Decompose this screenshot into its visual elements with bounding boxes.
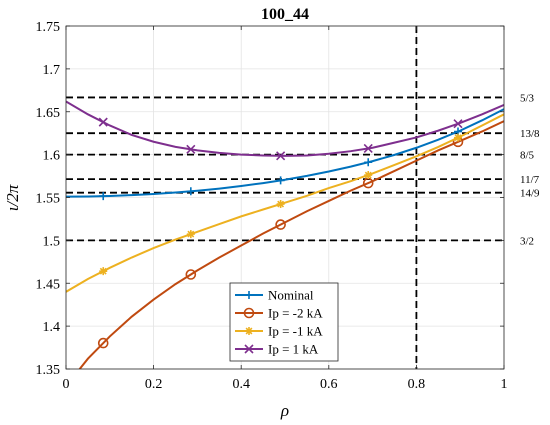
x-tick-label: 0.4 bbox=[232, 377, 250, 392]
y-tick-label: 1.75 bbox=[36, 20, 61, 35]
series-marker bbox=[453, 119, 463, 129]
legend: Nominal Ip = -2 kA Ip = -1 kA Ip = 1 kA bbox=[229, 282, 339, 362]
series-marker bbox=[185, 269, 197, 280]
legend-entry-label: Ip = -1 kA bbox=[268, 324, 323, 339]
x-tick-label: 0 bbox=[63, 377, 70, 392]
series-marker bbox=[454, 133, 463, 142]
y-tick-label: 1.6 bbox=[43, 149, 61, 164]
tick-labels: 0 0.2 0.4 0.6 0.8 1 1.35 1.4 1.45 1.5 1.55 1.6 1.65 1… bbox=[36, 20, 508, 392]
series-marker bbox=[97, 337, 109, 349]
ratio-labels: 5/3 13/8 8/5 11/7 14/9 3/2 bbox=[520, 92, 540, 247]
series-marker bbox=[276, 200, 285, 209]
series-marker bbox=[186, 187, 195, 196]
legend-swatch-marker bbox=[244, 344, 254, 354]
rational-surface-label: 3/2 bbox=[520, 235, 534, 247]
x-tick-label: 0.2 bbox=[145, 377, 163, 392]
y-tick-label: 1.45 bbox=[36, 277, 61, 292]
rational-surface-label: 8/5 bbox=[520, 150, 535, 162]
legend-swatch-marker bbox=[245, 327, 253, 335]
rational-surface-label: 11/7 bbox=[520, 174, 540, 186]
chart-title: 100_44 bbox=[261, 6, 309, 23]
series-1 bbox=[78, 120, 504, 369]
x-tick-label: 0.8 bbox=[408, 377, 426, 392]
series-marker bbox=[186, 144, 196, 154]
x-tick-label: 0.6 bbox=[320, 377, 338, 392]
legend-entry-label: Ip = -2 kA bbox=[268, 306, 323, 321]
series-line bbox=[66, 100, 504, 157]
y-tick-label: 1.55 bbox=[36, 192, 61, 207]
legend-entry-label: Ip = 1 kA bbox=[268, 342, 319, 357]
y-tick-label: 1.7 bbox=[43, 63, 61, 78]
y-axis-label: ι/2π bbox=[3, 184, 22, 211]
series-marker bbox=[98, 117, 108, 127]
series-2 bbox=[66, 113, 504, 293]
series-marker bbox=[364, 171, 373, 180]
x-tick-label: 1 bbox=[501, 377, 508, 392]
series-marker bbox=[364, 158, 373, 167]
rational-surface-label: 14/9 bbox=[520, 188, 540, 200]
series-line bbox=[66, 113, 504, 293]
series-marker bbox=[99, 267, 108, 276]
y-tick-label: 1.35 bbox=[36, 363, 61, 378]
legend-swatch-marker bbox=[243, 307, 255, 319]
series-marker bbox=[363, 143, 373, 154]
legend-swatch-marker bbox=[245, 291, 253, 299]
series-3 bbox=[66, 100, 504, 161]
y-tick-label: 1.5 bbox=[43, 234, 61, 249]
y-tick-label: 1.65 bbox=[36, 106, 61, 121]
series-marker bbox=[186, 230, 195, 239]
y-tick-label: 1.4 bbox=[43, 320, 61, 335]
series-marker bbox=[276, 176, 285, 185]
ticks bbox=[65, 25, 505, 370]
rational-surface-label: 5/3 bbox=[520, 92, 535, 104]
legend-entry-label: Nominal bbox=[268, 288, 314, 303]
series-group bbox=[66, 100, 504, 369]
rational-surface-label: 13/8 bbox=[520, 128, 540, 140]
series-marker bbox=[275, 219, 286, 230]
series-marker bbox=[276, 151, 286, 161]
series-marker bbox=[99, 192, 108, 201]
series-line bbox=[66, 108, 504, 198]
x-axis-label: ρ bbox=[280, 401, 289, 420]
